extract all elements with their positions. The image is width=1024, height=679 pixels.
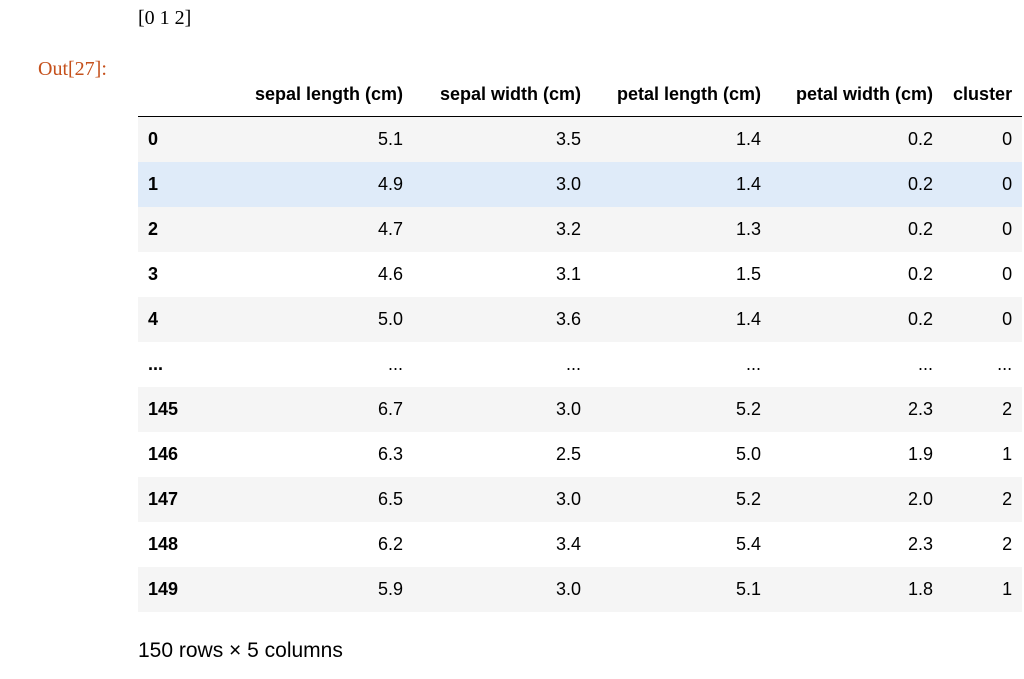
dataframe-shape-note: 150 rows × 5 columns bbox=[138, 639, 343, 662]
table-row: .................. bbox=[138, 341, 1023, 387]
table-header: sepal length (cm) sepal width (cm) petal… bbox=[138, 72, 1023, 117]
table-cell: 2.5 bbox=[556, 443, 582, 464]
table-cell: 0 bbox=[1002, 308, 1013, 329]
table-cell: 3.5 bbox=[556, 128, 582, 149]
table-cell: ... bbox=[746, 353, 762, 374]
table-cell: ... bbox=[566, 353, 582, 374]
row-index: 4 bbox=[148, 308, 159, 329]
table-cell: ... bbox=[918, 353, 934, 374]
table-cell: 5.0 bbox=[736, 443, 762, 464]
table-cell: 2.3 bbox=[908, 398, 934, 419]
table-cell: 0.2 bbox=[908, 218, 934, 239]
header-row: sepal length (cm) sepal width (cm) petal… bbox=[138, 72, 1023, 117]
table-cell: 3.0 bbox=[556, 173, 582, 194]
table-cell: 1.4 bbox=[736, 128, 762, 149]
table-row: 149 5.9 3.0 5.1 1.8 1 bbox=[138, 566, 1023, 612]
table-cell: 0.2 bbox=[908, 308, 934, 329]
table-cell: 3.2 bbox=[556, 218, 582, 239]
table-cell: ... bbox=[997, 353, 1013, 374]
table-cell: 6.7 bbox=[378, 398, 404, 419]
row-index: 145 bbox=[148, 398, 179, 419]
table-cell: 6.5 bbox=[378, 488, 404, 509]
table-cell: 5.1 bbox=[378, 128, 404, 149]
table-cell: 5.0 bbox=[378, 308, 404, 329]
table-cell: 3.0 bbox=[556, 398, 582, 419]
table-cell: 3.6 bbox=[556, 308, 582, 329]
table-row: 2 4.7 3.2 1.3 0.2 0 bbox=[138, 206, 1023, 252]
table-cell: 6.3 bbox=[378, 443, 404, 464]
table-cell: 0 bbox=[1002, 263, 1013, 284]
row-index: 0 bbox=[148, 128, 159, 149]
table-cell: 0.2 bbox=[908, 173, 934, 194]
table-cell: 5.1 bbox=[736, 578, 762, 599]
table-cell: 4.7 bbox=[378, 218, 404, 239]
row-index: 147 bbox=[148, 488, 179, 509]
row-index: 149 bbox=[148, 578, 179, 599]
table-cell: 3.0 bbox=[556, 578, 582, 599]
table-row: 148 6.2 3.4 5.4 2.3 2 bbox=[138, 521, 1023, 567]
table-cell: 0.2 bbox=[908, 263, 934, 284]
table-cell: 0.2 bbox=[908, 128, 934, 149]
stream-output-text: [0 1 2] bbox=[138, 7, 192, 29]
table-cell: 2 bbox=[1002, 488, 1013, 509]
column-header: petal width (cm) bbox=[771, 72, 944, 117]
column-header: cluster bbox=[943, 72, 1023, 117]
table-cell: 3.0 bbox=[556, 488, 582, 509]
column-header: sepal length (cm) bbox=[188, 72, 414, 117]
table-row: 147 6.5 3.0 5.2 2.0 2 bbox=[138, 476, 1023, 522]
row-index: 148 bbox=[148, 533, 179, 554]
table-row: 145 6.7 3.0 5.2 2.3 2 bbox=[138, 386, 1023, 432]
table-cell: 5.9 bbox=[378, 578, 404, 599]
table-cell: 1.4 bbox=[736, 173, 762, 194]
table-cell: 1.5 bbox=[736, 263, 762, 284]
output-prompt: Out[27]: bbox=[38, 58, 107, 80]
table-cell: 5.2 bbox=[736, 398, 762, 419]
table-row: 3 4.6 3.1 1.5 0.2 0 bbox=[138, 251, 1023, 297]
table-cell: 4.9 bbox=[378, 173, 404, 194]
row-index: 1 bbox=[148, 173, 159, 194]
table-cell: 6.2 bbox=[378, 533, 404, 554]
table-cell: 2.0 bbox=[908, 488, 934, 509]
table-cell: 0 bbox=[1002, 218, 1013, 239]
table-row: 0 5.1 3.5 1.4 0.2 0 bbox=[138, 116, 1023, 162]
row-index: 3 bbox=[148, 263, 159, 284]
table-cell: 1.9 bbox=[908, 443, 934, 464]
index-header bbox=[138, 72, 189, 117]
table-cell: 5.4 bbox=[736, 533, 762, 554]
table-row: 1 4.9 3.0 1.4 0.2 0 bbox=[138, 161, 1023, 207]
table-cell: 0 bbox=[1002, 173, 1013, 194]
table-cell: ... bbox=[388, 353, 404, 374]
table-body: 0 5.1 3.5 1.4 0.2 0 1 4.9 3.0 1.4 0.2 0 2 4.7 3.2 1.3 0.… bbox=[138, 116, 1023, 612]
table-cell: 1.8 bbox=[908, 578, 934, 599]
table-cell: 2.3 bbox=[908, 533, 934, 554]
table-row: 146 6.3 2.5 5.0 1.9 1 bbox=[138, 431, 1023, 477]
row-index: 2 bbox=[148, 218, 159, 239]
table-cell: 3.1 bbox=[556, 263, 582, 284]
table-cell: 1.3 bbox=[736, 218, 762, 239]
table-cell: 1.4 bbox=[736, 308, 762, 329]
table-cell: 5.2 bbox=[736, 488, 762, 509]
table-cell: 1 bbox=[1002, 443, 1013, 464]
table-cell: 2 bbox=[1002, 533, 1013, 554]
column-header: petal length (cm) bbox=[591, 72, 772, 117]
table-cell: 1 bbox=[1002, 578, 1013, 599]
table-cell: 3.4 bbox=[556, 533, 582, 554]
column-header: sepal width (cm) bbox=[413, 72, 592, 117]
table-cell: 4.6 bbox=[378, 263, 404, 284]
table-cell: 2 bbox=[1002, 398, 1013, 419]
table-row: 4 5.0 3.6 1.4 0.2 0 bbox=[138, 296, 1023, 342]
row-index: ... bbox=[148, 353, 164, 374]
row-index: 146 bbox=[148, 443, 179, 464]
table-cell: 0 bbox=[1002, 128, 1013, 149]
dataframe-table: sepal length (cm) sepal width (cm) petal… bbox=[138, 72, 1023, 612]
